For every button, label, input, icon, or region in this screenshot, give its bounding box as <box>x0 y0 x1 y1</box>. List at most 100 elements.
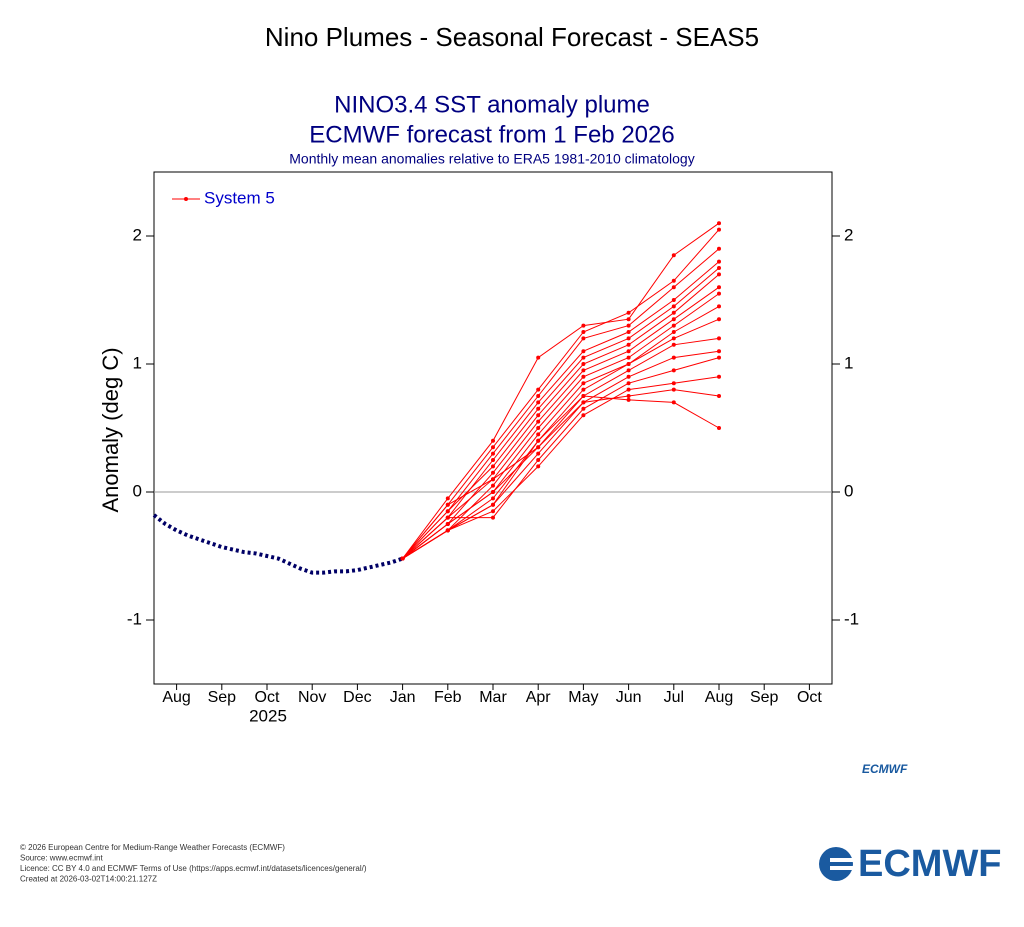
x-tick-label: Jul <box>664 689 684 706</box>
member-point <box>581 374 586 379</box>
member-point <box>491 483 495 488</box>
year-label: 2025 <box>249 706 287 725</box>
member-point <box>671 330 676 334</box>
member-point <box>581 368 586 373</box>
member-point <box>671 355 676 360</box>
member-line <box>402 293 720 559</box>
member-line <box>402 376 720 559</box>
footer-line: © 2026 European Centre for Medium-Range … <box>20 843 285 852</box>
member-point <box>626 323 631 328</box>
member-line <box>402 357 720 559</box>
member-point <box>717 221 721 226</box>
y-tick-label: -1 <box>127 609 142 628</box>
logo-mark <box>830 866 856 870</box>
member-point <box>536 394 541 398</box>
member-point <box>626 349 631 354</box>
member-point <box>717 266 721 270</box>
member-point <box>491 509 495 514</box>
member-point <box>581 336 586 341</box>
y-tick-label: 0 <box>844 481 853 500</box>
chart-subtitle: Monthly mean anomalies relative to ERA5 … <box>289 151 694 167</box>
member-line <box>402 222 720 559</box>
member-point <box>717 304 721 309</box>
member-point <box>400 556 405 561</box>
member-point <box>717 374 721 379</box>
observed-line <box>152 513 404 575</box>
member-point <box>581 400 586 405</box>
member-point <box>536 458 541 462</box>
member-point <box>581 323 586 328</box>
member-line <box>402 286 720 559</box>
x-tick-label: Oct <box>255 689 280 706</box>
member-point <box>536 387 541 392</box>
x-tick-label: May <box>568 689 598 706</box>
member-line <box>402 229 720 559</box>
member-point <box>445 509 450 514</box>
member-point <box>671 400 676 405</box>
plot-frame <box>153 171 833 685</box>
member-point <box>671 323 676 328</box>
member-point <box>491 451 495 456</box>
member-point <box>581 406 586 411</box>
footer-line: Created at 2026-03-02T14:00:21.127Z <box>20 875 157 884</box>
member-point <box>581 387 586 392</box>
x-tick-label: Sep <box>750 689 779 706</box>
member-point <box>536 419 541 424</box>
member-point <box>491 496 495 501</box>
member-point <box>717 426 721 430</box>
member-point <box>626 362 631 366</box>
y-tick-label: 0 <box>133 481 142 500</box>
member-point <box>671 387 676 392</box>
member-point <box>536 400 541 405</box>
member-point <box>491 515 495 520</box>
member-point <box>626 355 631 360</box>
member-point <box>445 502 450 507</box>
y-tick-label: 2 <box>133 225 142 244</box>
member-line <box>402 267 720 559</box>
member-point <box>626 387 631 392</box>
member-line <box>402 261 720 559</box>
member-point <box>581 381 586 386</box>
member-point <box>717 285 721 290</box>
member-point <box>491 445 495 450</box>
member-point <box>581 413 586 418</box>
member-point <box>491 470 495 475</box>
member-point <box>445 515 450 520</box>
member-point <box>581 355 586 360</box>
member-point <box>491 490 495 494</box>
member-point <box>491 502 495 507</box>
member-point <box>626 317 631 322</box>
member-point <box>536 413 541 418</box>
member-point <box>671 285 676 290</box>
member-point <box>717 272 721 277</box>
member-point <box>581 362 586 366</box>
member-point <box>671 253 676 258</box>
member-point <box>536 464 541 469</box>
member-point <box>536 445 541 450</box>
x-tick-label: Aug <box>705 689 733 706</box>
x-tick-label: Oct <box>797 689 822 706</box>
member-point <box>671 381 676 386</box>
member-point <box>626 368 631 373</box>
logo-text: ECMWF <box>858 843 1002 885</box>
member-point <box>671 336 676 341</box>
x-tick-label: Jun <box>616 689 642 706</box>
member-point <box>581 330 586 334</box>
x-tick-label: Sep <box>208 689 237 706</box>
member-point <box>626 336 631 341</box>
logo-small: ECMWF <box>862 762 908 776</box>
member-point <box>671 368 676 373</box>
member-point <box>717 246 721 251</box>
x-tick-label: Jan <box>390 689 416 706</box>
member-line <box>402 318 720 559</box>
member-point <box>717 355 721 360</box>
x-tick-label: Apr <box>526 689 552 706</box>
footer-line: Licence: CC BY 4.0 and ECMWF Terms of Us… <box>20 864 367 873</box>
member-line <box>402 274 720 559</box>
member-point <box>581 394 586 398</box>
member-point <box>671 304 676 309</box>
member-point <box>626 381 631 386</box>
member-point <box>626 397 631 402</box>
member-point <box>671 317 676 322</box>
